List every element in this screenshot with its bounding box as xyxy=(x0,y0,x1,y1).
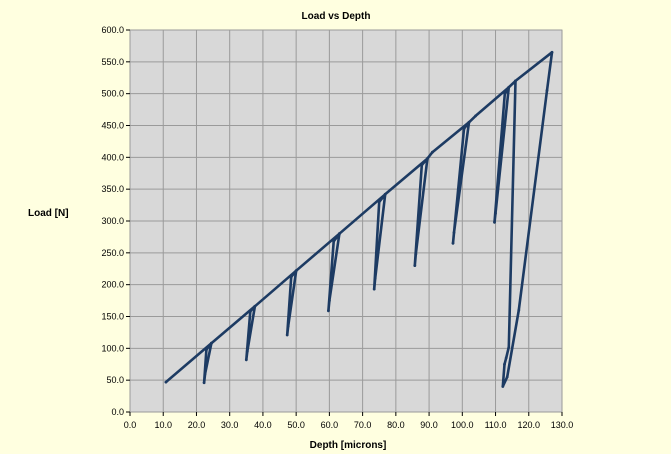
x-tick-label: 0.0 xyxy=(124,420,137,430)
y-tick-label: 150.0 xyxy=(101,312,124,322)
data-point xyxy=(338,232,341,236)
y-tick-label: 250.0 xyxy=(101,248,124,258)
data-point xyxy=(452,231,456,234)
y-tick-label: 200.0 xyxy=(101,280,124,290)
data-point xyxy=(164,380,168,384)
data-point xyxy=(426,157,429,161)
x-tick-label: 90.0 xyxy=(420,420,438,430)
data-point xyxy=(377,200,381,204)
data-point xyxy=(550,50,554,54)
x-axis-label: Depth [microns] xyxy=(310,440,387,451)
data-point xyxy=(504,356,508,360)
data-point xyxy=(451,241,455,245)
x-tick-label: 70.0 xyxy=(354,420,372,430)
data-point xyxy=(503,92,507,96)
data-point xyxy=(373,276,377,280)
y-tick-label: 550.0 xyxy=(101,57,124,67)
data-point xyxy=(248,310,252,313)
y-tick-label: 500.0 xyxy=(101,89,124,99)
data-point xyxy=(501,385,505,388)
data-point xyxy=(210,341,213,345)
data-point xyxy=(517,308,521,312)
data-point xyxy=(413,264,417,267)
y-tick-label: 350.0 xyxy=(101,184,124,194)
data-point xyxy=(332,240,336,243)
data-point xyxy=(493,220,496,224)
x-tick-label: 100.0 xyxy=(451,420,474,430)
data-point xyxy=(253,304,257,308)
data-point xyxy=(205,348,208,351)
data-point xyxy=(244,358,248,362)
data-point xyxy=(414,252,418,256)
data-point xyxy=(289,275,293,279)
data-point xyxy=(328,299,331,302)
data-point xyxy=(203,372,207,376)
x-tick-label: 40.0 xyxy=(254,420,272,430)
data-point xyxy=(467,120,471,124)
y-tick-label: 600.0 xyxy=(101,25,124,35)
data-point xyxy=(514,79,517,83)
data-point xyxy=(383,192,387,196)
data-point xyxy=(372,287,376,291)
y-tick-label: 50.0 xyxy=(106,375,124,385)
series-group xyxy=(164,50,554,388)
x-tick-label: 120.0 xyxy=(518,420,541,430)
x-axis-ticks: 0.0 10.0 20.0 30.0 40.0 50.0 60.0 70.0 80.0 90.0 1… xyxy=(124,412,574,430)
data-point xyxy=(494,212,497,215)
y-tick-label: 300.0 xyxy=(101,216,124,226)
data-point xyxy=(505,375,509,379)
data-point xyxy=(420,163,424,167)
data-point xyxy=(507,345,511,349)
data-point xyxy=(507,85,511,89)
data-point xyxy=(431,150,434,154)
gridlines xyxy=(129,29,563,413)
chart-title: Load vs Depth xyxy=(302,11,371,22)
y-axis-label: Load [N] xyxy=(28,208,69,219)
y-tick-label: 100.0 xyxy=(101,343,124,353)
data-point xyxy=(245,350,249,353)
x-tick-label: 60.0 xyxy=(321,420,339,430)
data-point xyxy=(285,333,289,337)
data-point xyxy=(474,114,477,118)
x-tick-label: 130.0 xyxy=(551,420,574,430)
data-point xyxy=(294,269,298,273)
x-tick-label: 50.0 xyxy=(287,420,305,430)
data-point xyxy=(462,127,466,131)
y-tick-label: 400.0 xyxy=(101,152,124,162)
x-tick-label: 10.0 xyxy=(154,420,172,430)
data-point xyxy=(545,89,549,92)
data-point xyxy=(286,324,290,328)
data-point xyxy=(503,362,506,366)
y-tick-label: 450.0 xyxy=(101,121,124,131)
y-tick-label: 0.0 xyxy=(111,407,124,417)
y-axis-ticks: 0.0 50.0 100.0 150.0 200.0 250.0 300.0 350.0 400… xyxy=(101,25,130,417)
x-tick-label: 80.0 xyxy=(387,420,405,430)
data-point xyxy=(327,309,330,313)
x-tick-label: 110.0 xyxy=(485,420,507,430)
data-point xyxy=(202,381,206,385)
x-tick-label: 20.0 xyxy=(188,420,206,430)
x-tick-label: 30.0 xyxy=(221,420,239,430)
